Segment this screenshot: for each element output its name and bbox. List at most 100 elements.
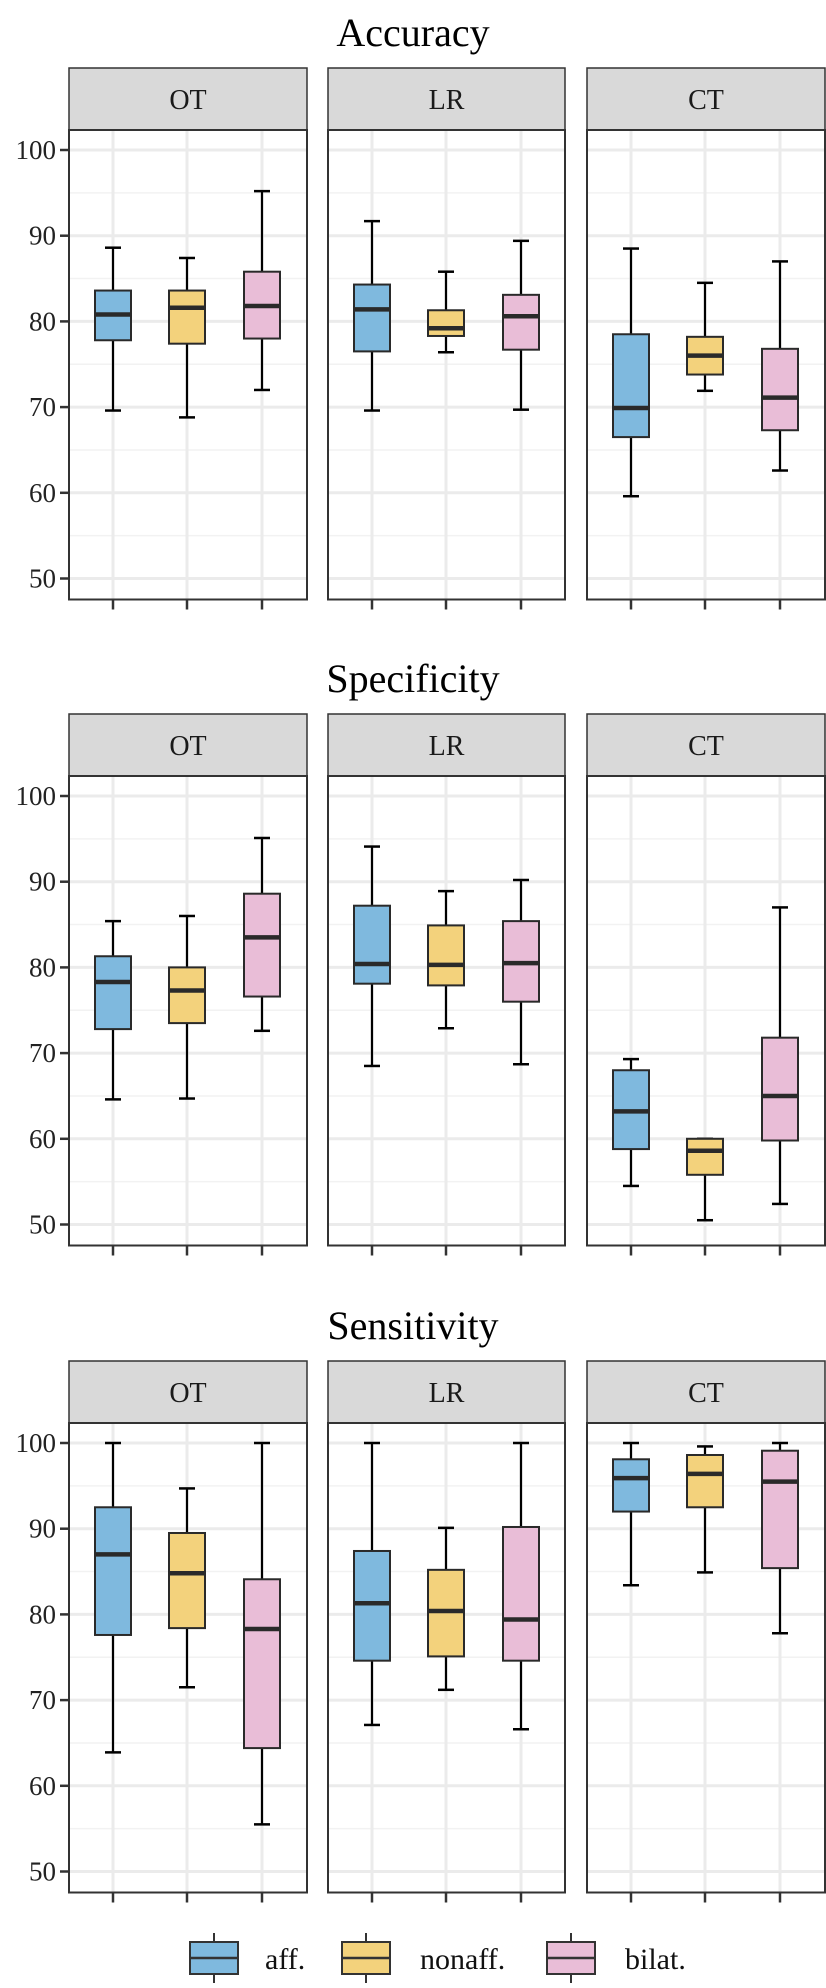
box-aff (94, 919, 132, 1101)
box-iqr (353, 904, 391, 985)
y-tick-label: 80 (29, 1599, 56, 1629)
box-iqr (427, 309, 465, 337)
facet-strip-label: CT (688, 731, 724, 762)
facet-section-sensitivity: Sensitivity 50 60 70 80 90 100 OT LR CT (16, 1303, 826, 1903)
box-aff (612, 247, 650, 498)
y-tick-label: 70 (29, 1685, 56, 1715)
box-nonaff (686, 281, 724, 393)
box-bilat (761, 1441, 799, 1635)
box-iqr (686, 1137, 724, 1176)
y-tick-label: 60 (29, 1771, 56, 1801)
box-aff (353, 845, 391, 1068)
box-aff (353, 1441, 391, 1727)
box-nonaff (427, 1526, 465, 1692)
box-bilat (243, 189, 281, 392)
facet-strip (327, 1360, 566, 1424)
box-bilat (761, 260, 799, 472)
box-nonaff (168, 914, 206, 1100)
box-iqr (686, 1453, 724, 1509)
box-iqr (94, 955, 132, 1031)
box-iqr (612, 333, 650, 439)
box-iqr (761, 1036, 799, 1142)
box-nonaff (168, 256, 206, 419)
facet-strip-label: OT (169, 1378, 206, 1409)
box-nonaff (686, 1445, 724, 1574)
facet-strip (327, 67, 566, 131)
box-bilat (502, 239, 540, 411)
legend-label: bilat. (625, 1943, 686, 1976)
section-title: Specificity (326, 656, 499, 701)
facet-panel-ot: OT (68, 67, 308, 610)
facet-strip-label: CT (688, 85, 724, 116)
legend-item-nonaff: nonaff. (341, 1933, 505, 1983)
y-tick-label: 90 (29, 1514, 56, 1544)
box-nonaff (427, 270, 465, 354)
box-bilat (243, 836, 281, 1033)
y-tick-label: 100 (16, 1428, 57, 1458)
facet-panel-ct: CT (586, 1360, 826, 1903)
facet-section-specificity: Specificity 50 60 70 80 90 100 OT LR CT (16, 656, 826, 1256)
facet-strip-label: OT (169, 85, 206, 116)
box-aff (94, 1441, 132, 1754)
legend: aff. nonaff. bilat. (189, 1933, 686, 1983)
facet-panel-ct: CT (586, 67, 826, 610)
y-tick-label: 60 (29, 1124, 56, 1154)
box-aff (612, 1441, 650, 1587)
box-iqr (353, 1549, 391, 1662)
box-iqr (353, 283, 391, 353)
facet-strip-label: CT (688, 1378, 724, 1409)
y-tick-label: 60 (29, 478, 56, 508)
box-nonaff (427, 889, 465, 1030)
y-tick-label: 80 (29, 306, 56, 336)
section-title: Sensitivity (327, 1303, 498, 1348)
box-iqr (612, 1458, 650, 1513)
facet-strip (68, 1360, 308, 1424)
facet-panel-ot: OT (68, 713, 308, 1256)
y-tick-label: 50 (29, 1857, 56, 1887)
legend-label: aff. (265, 1943, 305, 1976)
y-tick-label: 90 (29, 221, 56, 251)
facet-strip (586, 713, 826, 777)
y-tick-label: 90 (29, 867, 56, 897)
facet-strip-label: LR (429, 1378, 465, 1409)
box-iqr (427, 924, 465, 987)
legend-item-bilat: bilat. (546, 1933, 686, 1983)
facet-panel-lr: LR (327, 67, 566, 610)
box-nonaff (168, 1487, 206, 1689)
y-tick-label: 70 (29, 392, 56, 422)
box-bilat (502, 878, 540, 1066)
box-bilat (243, 1441, 281, 1826)
box-iqr (243, 1578, 281, 1750)
box-iqr (761, 1449, 799, 1570)
box-aff (353, 219, 391, 412)
y-tick-label: 50 (29, 564, 56, 594)
facet-strip-label: OT (169, 731, 206, 762)
facet-section-accuracy: Accuracy 50 60 70 80 90 100 OT LR CT (16, 10, 826, 610)
facet-strip-label: LR (429, 85, 465, 116)
box-aff (94, 246, 132, 412)
facet-panel-lr: LR (327, 713, 566, 1256)
y-tick-label: 100 (16, 135, 57, 165)
box-iqr (243, 892, 281, 998)
facet-strip (586, 67, 826, 131)
legend-label: nonaff. (420, 1943, 505, 1976)
legend-item-aff: aff. (189, 1933, 305, 1983)
box-iqr (502, 293, 540, 351)
facet-panel-ot: OT (68, 1360, 308, 1903)
facet-strip (586, 1360, 826, 1424)
box-iqr (94, 1506, 132, 1636)
box-iqr (502, 1525, 540, 1662)
box-aff (612, 1057, 650, 1188)
y-tick-label: 50 (29, 1210, 56, 1240)
facet-strip (327, 713, 566, 777)
box-iqr (168, 1531, 206, 1630)
facet-panel-lr: LR (327, 1360, 566, 1903)
facet-panel-ct: CT (586, 713, 826, 1256)
box-bilat (502, 1441, 540, 1731)
section-title: Accuracy (336, 10, 489, 55)
y-tick-label: 70 (29, 1038, 56, 1068)
y-tick-label: 80 (29, 952, 56, 982)
box-iqr (168, 966, 206, 1025)
box-bilat (761, 906, 799, 1206)
